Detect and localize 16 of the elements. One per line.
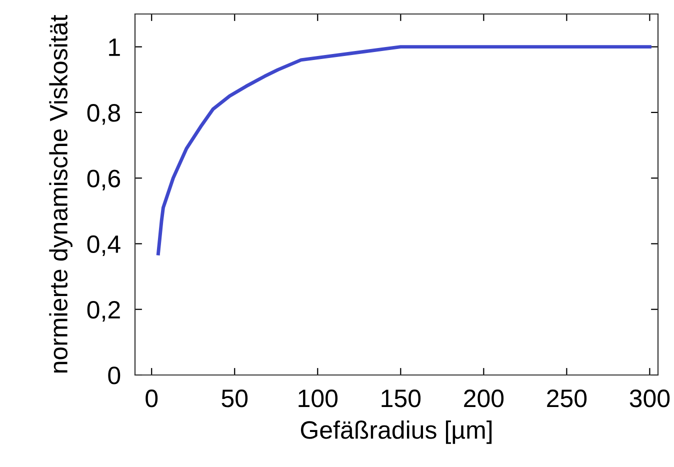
x-tick-label: 50	[222, 390, 248, 408]
y-tick-label: 0,2	[87, 300, 120, 322]
x-tick-label: 100	[298, 390, 338, 408]
x-tick-label: 200	[464, 390, 504, 408]
x-tick-label: 150	[382, 390, 421, 408]
x-tick-label: 0	[146, 390, 158, 408]
y-tick-label: 0,8	[87, 104, 120, 125]
y-tick-label: 0,4	[87, 235, 120, 256]
y-tick-label: 0,6	[87, 170, 120, 190]
x-tick-label: 250	[547, 390, 587, 408]
line-series	[156, 45, 652, 256]
x-axis-title: Gefäßradius [µm]	[300, 420, 492, 444]
y-tick-label: 0	[108, 366, 120, 384]
y-axis-title: normierte dynamische Viskosität	[49, 14, 72, 373]
y-tick-label: 1	[109, 38, 120, 56]
x-tick-label: 300	[630, 390, 670, 408]
